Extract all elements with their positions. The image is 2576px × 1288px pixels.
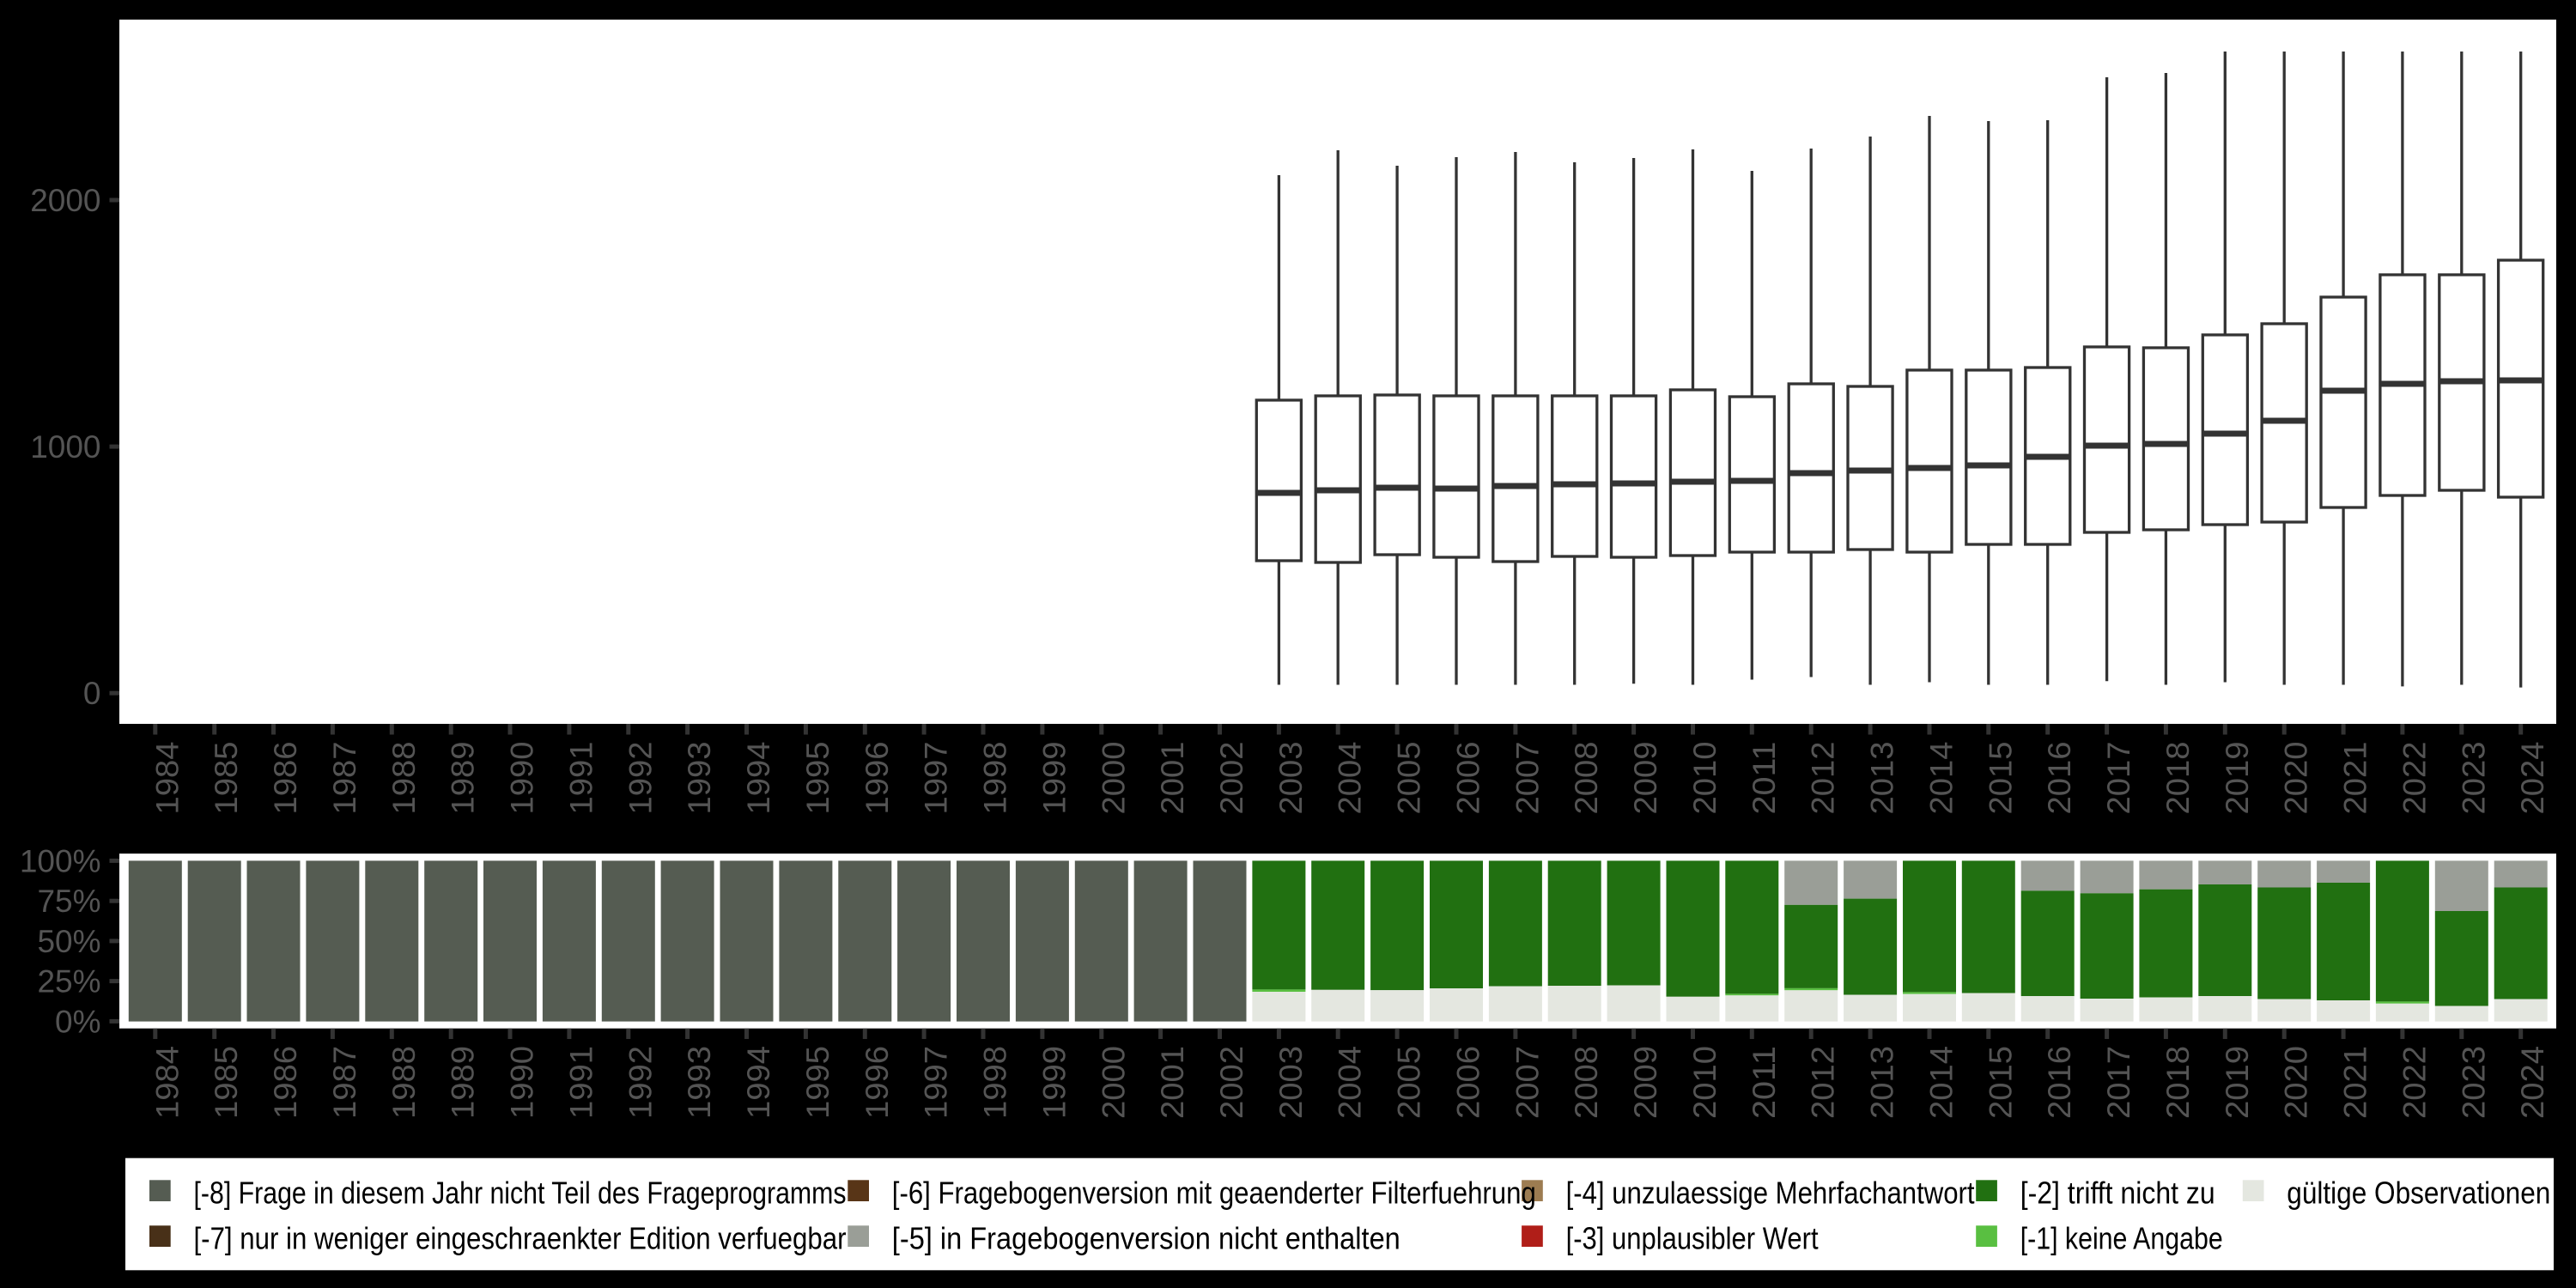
svg-text:[-5] in Fragebogenversion nich: [-5] in Fragebogenversion nicht enthalte…	[892, 1220, 1400, 1255]
svg-text:2007: 2007	[1510, 1046, 1545, 1119]
svg-text:1989: 1989	[446, 1046, 481, 1119]
svg-text:1994: 1994	[741, 1046, 776, 1119]
svg-text:1984: 1984	[149, 742, 185, 815]
svg-text:1999: 1999	[1036, 742, 1072, 815]
svg-text:2016: 2016	[2042, 742, 2077, 815]
svg-text:1992: 1992	[623, 742, 658, 815]
svg-text:2006: 2006	[1451, 1046, 1486, 1119]
svg-text:1987: 1987	[327, 742, 362, 815]
svg-text:2012: 2012	[1806, 1046, 1841, 1119]
svg-text:2010: 2010	[1687, 742, 1722, 815]
svg-text:2011: 2011	[1747, 742, 1782, 815]
svg-text:1985: 1985	[209, 1046, 244, 1119]
svg-text:2011: 2011	[1747, 1046, 1782, 1119]
svg-text:2013: 2013	[1865, 742, 1900, 815]
svg-text:2022: 2022	[2397, 742, 2432, 815]
svg-text:2016: 2016	[2042, 1046, 2077, 1119]
svg-text:1988: 1988	[386, 742, 422, 815]
svg-text:1997: 1997	[919, 742, 954, 815]
svg-text:2001: 2001	[1155, 1046, 1190, 1119]
svg-text:1998: 1998	[978, 742, 1013, 815]
svg-text:1993: 1993	[682, 1046, 717, 1119]
svg-text:1995: 1995	[800, 1046, 835, 1119]
svg-text:1985: 1985	[209, 742, 244, 815]
svg-text:[-8] Frage in diesem Jahr nich: [-8] Frage in diesem Jahr nicht Teil des…	[194, 1176, 847, 1211]
svg-text:1993: 1993	[682, 742, 717, 815]
svg-text:2012: 2012	[1806, 742, 1841, 815]
svg-text:1998: 1998	[978, 1046, 1013, 1119]
svg-text:2018: 2018	[2160, 742, 2196, 815]
svg-text:1986: 1986	[268, 742, 303, 815]
svg-text:1992: 1992	[623, 1046, 658, 1119]
svg-text:2000: 2000	[1096, 742, 1131, 815]
svg-text:1995: 1995	[800, 742, 835, 815]
svg-text:2009: 2009	[1628, 1046, 1663, 1119]
svg-text:1988: 1988	[386, 1046, 422, 1119]
svg-text:[-4] unzulaessige Mehrfachantw: [-4] unzulaessige Mehrfachantwort	[1566, 1176, 1975, 1211]
svg-text:2015: 2015	[1983, 742, 2018, 815]
svg-text:2010: 2010	[1687, 1046, 1722, 1119]
svg-text:2001: 2001	[1155, 742, 1190, 815]
svg-text:2020: 2020	[2279, 742, 2314, 815]
svg-text:2000: 2000	[30, 183, 100, 218]
svg-text:2003: 2003	[1273, 1046, 1309, 1119]
svg-text:gültige Observationen: gültige Observationen	[2287, 1176, 2550, 1211]
svg-text:1989: 1989	[446, 742, 481, 815]
svg-text:2024: 2024	[2515, 742, 2550, 815]
svg-text:[-6] Fragebogenversion mit gea: [-6] Fragebogenversion mit geaenderter F…	[892, 1176, 1536, 1211]
svg-text:2020: 2020	[2279, 1046, 2314, 1119]
svg-text:2003: 2003	[1273, 742, 1309, 815]
svg-text:1994: 1994	[741, 742, 776, 815]
svg-text:2008: 2008	[1569, 742, 1604, 815]
svg-text:2005: 2005	[1392, 742, 1427, 815]
svg-text:2023: 2023	[2456, 1046, 2491, 1119]
svg-text:2024: 2024	[2515, 1046, 2550, 1119]
svg-text:2017: 2017	[2101, 742, 2136, 815]
svg-text:2019: 2019	[2220, 742, 2255, 815]
svg-text:1997: 1997	[919, 1046, 954, 1119]
svg-text:50%: 50%	[37, 924, 100, 959]
svg-text:2013: 2013	[1865, 1046, 1900, 1119]
svg-text:[-2] trifft nicht zu: [-2] trifft nicht zu	[2020, 1176, 2215, 1211]
svg-text:2014: 2014	[1924, 742, 1959, 815]
svg-text:[-1] keine Angabe: [-1] keine Angabe	[2020, 1220, 2223, 1255]
svg-text:1990: 1990	[505, 1046, 540, 1119]
svg-text:1984: 1984	[149, 1046, 185, 1119]
svg-text:2021: 2021	[2338, 742, 2373, 815]
svg-text:25%: 25%	[37, 964, 100, 999]
svg-text:2019: 2019	[2220, 1046, 2255, 1119]
svg-text:100%: 100%	[20, 843, 101, 878]
svg-text:1996: 1996	[860, 1046, 895, 1119]
svg-text:1991: 1991	[563, 1046, 598, 1119]
svg-text:2007: 2007	[1510, 742, 1545, 815]
svg-text:1996: 1996	[860, 742, 895, 815]
svg-text:2021: 2021	[2338, 1046, 2373, 1119]
svg-text:2002: 2002	[1214, 1046, 1249, 1119]
svg-text:2008: 2008	[1569, 1046, 1604, 1119]
svg-text:2022: 2022	[2397, 1046, 2432, 1119]
svg-text:2002: 2002	[1214, 742, 1249, 815]
svg-text:2004: 2004	[1333, 742, 1368, 815]
svg-text:2004: 2004	[1333, 1046, 1368, 1119]
svg-text:2009: 2009	[1628, 742, 1663, 815]
svg-text:2023: 2023	[2456, 742, 2491, 815]
svg-text:2005: 2005	[1392, 1046, 1427, 1119]
svg-text:2014: 2014	[1924, 1046, 1959, 1119]
svg-text:1991: 1991	[563, 742, 598, 815]
svg-text:0%: 0%	[55, 1004, 100, 1039]
svg-text:0: 0	[83, 676, 101, 711]
svg-text:2018: 2018	[2160, 1046, 2196, 1119]
svg-text:[-3] unplausibler Wert: [-3] unplausibler Wert	[1566, 1220, 1819, 1255]
svg-text:1000: 1000	[30, 429, 100, 465]
svg-text:2017: 2017	[2101, 1046, 2136, 1119]
svg-text:2006: 2006	[1451, 742, 1486, 815]
svg-text:1990: 1990	[505, 742, 540, 815]
svg-text:75%: 75%	[37, 884, 100, 919]
svg-text:2015: 2015	[1983, 1046, 2018, 1119]
svg-text:[-7] nur in weniger eingeschra: [-7] nur in weniger eingeschraenkter Edi…	[194, 1220, 847, 1255]
svg-text:1999: 1999	[1036, 1046, 1072, 1119]
svg-text:2000: 2000	[1096, 1046, 1131, 1119]
svg-text:1986: 1986	[268, 1046, 303, 1119]
svg-text:1987: 1987	[327, 1046, 362, 1119]
